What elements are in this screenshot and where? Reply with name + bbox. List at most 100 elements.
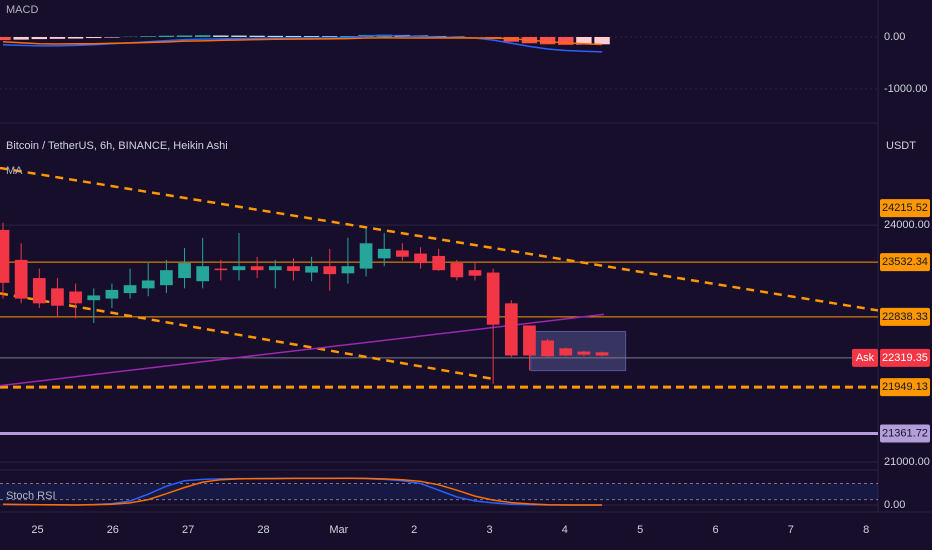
x-tick-label: 3 [486, 524, 492, 536]
candle-body [214, 268, 228, 271]
histogram-bar [594, 37, 610, 45]
y-tick-label: -1000.00 [884, 83, 927, 95]
candle-body [268, 266, 282, 271]
y-tick-label: 24000.00 [884, 219, 930, 231]
price-tag [880, 307, 930, 326]
x-tick-label: 8 [863, 524, 869, 536]
candle-body [595, 352, 609, 356]
stoch-title: Stoch RSI [6, 490, 56, 502]
x-tick-label: 25 [31, 524, 43, 536]
candle-body [541, 340, 554, 357]
trend-line [0, 313, 604, 387]
price-tag-label: 21949.13 [882, 381, 928, 393]
candle-body [287, 266, 300, 271]
x-tick-label: 5 [637, 524, 643, 536]
candle-body [305, 266, 318, 273]
histogram-bar [503, 37, 520, 42]
candle-body [141, 280, 155, 289]
candle-body [577, 351, 591, 355]
histogram-bar [67, 37, 84, 39]
x-tick-label: 7 [788, 524, 794, 536]
candle-body [14, 259, 28, 299]
price-tag-label: 22838.33 [882, 311, 928, 323]
x-tick-label: 28 [257, 524, 269, 536]
candle-body [250, 266, 264, 271]
price-tag [880, 348, 930, 367]
candle-body [323, 266, 337, 275]
histogram-bar [267, 35, 284, 38]
histogram-bar [249, 35, 265, 38]
x-tick-label: Mar [329, 524, 348, 536]
histogram-bar [86, 37, 102, 39]
candle-body [450, 263, 464, 278]
price-tag-label: 24215.52 [882, 202, 928, 214]
histogram-bar [13, 37, 29, 40]
candle-body [486, 272, 500, 325]
candle-body [523, 325, 536, 356]
x-tick-label: 4 [562, 524, 568, 536]
candle-body [105, 289, 119, 299]
histogram-bar [285, 35, 302, 38]
candle-body [87, 295, 101, 301]
candle-body [341, 266, 355, 274]
price-tag [880, 424, 930, 443]
currency-label: USDT [886, 140, 916, 152]
price-tag-label: 23532.34 [882, 256, 928, 268]
price-tag [880, 253, 930, 272]
y-tick-label: 21000.00 [884, 456, 930, 468]
candle-body [359, 243, 373, 269]
histogram-bar [231, 35, 247, 38]
histogram-bar [449, 36, 465, 38]
x-tick-label: 6 [712, 524, 718, 536]
candle-body [123, 285, 137, 294]
histogram-bar [303, 36, 320, 38]
histogram-bar [158, 35, 175, 38]
histogram-bar [140, 36, 156, 38]
histogram-bar [539, 37, 556, 45]
candle-body [196, 266, 210, 282]
candle-body [396, 250, 409, 257]
candle-body [504, 303, 518, 356]
histogram-bar [576, 37, 592, 45]
candle-body [32, 278, 46, 304]
histogram-bar [31, 37, 48, 40]
candle-body [432, 255, 446, 271]
x-tick-label: 27 [182, 524, 194, 536]
candle-body [178, 263, 191, 279]
indicator-line [2, 477, 603, 506]
main-title: Bitcoin / TetherUS, 6h, BINANCE, Heikin … [6, 140, 228, 152]
histogram-bar [340, 35, 356, 38]
candle-body [0, 229, 10, 283]
price-tag-label: 21361.72 [882, 427, 928, 439]
candle-body [160, 270, 173, 286]
candle-body [414, 253, 427, 264]
x-tick-label: 2 [411, 524, 417, 536]
price-tag [880, 199, 930, 218]
ask-tag [852, 348, 878, 367]
indicator-line [2, 37, 603, 46]
price-tag [880, 378, 930, 397]
price-tag-label: 22319.35 [882, 352, 928, 364]
candle-body [377, 248, 391, 259]
band-fill [0, 483, 878, 500]
x-tick-label: 26 [107, 524, 119, 536]
indicator-label: MA [6, 165, 23, 177]
candle-body [468, 270, 482, 276]
histogram-bar [176, 35, 193, 38]
macd-title: MACD [6, 4, 38, 16]
candle-body [69, 291, 82, 304]
histogram-bar [104, 37, 120, 38]
histogram-bar [558, 37, 574, 45]
candle-body [559, 348, 573, 356]
histogram-bar [322, 36, 338, 38]
y-tick-label: 0.00 [884, 31, 905, 43]
histogram-bar [49, 37, 66, 39]
histogram-bar [194, 35, 211, 38]
candle-body [51, 288, 64, 306]
y-tick-label: 0.00 [884, 499, 905, 511]
ask-tag-label: Ask [856, 352, 875, 364]
candle-body [232, 266, 246, 271]
